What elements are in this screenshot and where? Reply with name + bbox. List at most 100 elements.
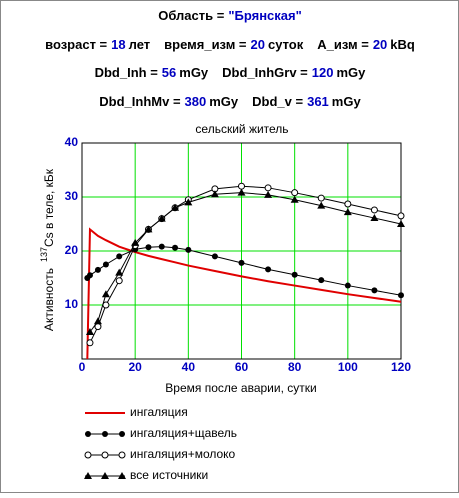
marker [291, 271, 298, 278]
marker [344, 200, 352, 208]
y-label-part: Cs в теле, кБк [42, 168, 56, 247]
field-unit: mGy [332, 94, 362, 109]
marker [144, 225, 153, 233]
header: Область = "Брянская" возраст = 18 лет время_и… [45, 8, 415, 109]
marker [118, 451, 126, 459]
field-value: "Брянская" [228, 8, 301, 23]
marker [318, 277, 325, 284]
field-unit: mGy [179, 65, 209, 80]
marker [397, 220, 405, 227]
marker [102, 431, 108, 437]
marker [157, 214, 166, 222]
marker [290, 195, 299, 203]
field-label: Dbd_InhGrv = [222, 65, 308, 80]
marker [237, 188, 246, 196]
y-label-sup: 137 [39, 247, 49, 262]
marker [344, 282, 351, 289]
field-value: 380 [185, 94, 207, 109]
marker [85, 431, 91, 437]
legend-label: все источники [130, 468, 208, 482]
field-value: 56 [162, 65, 176, 80]
marker [317, 194, 325, 202]
marker [158, 243, 165, 250]
field-label: время_изм = [164, 37, 247, 52]
marker [343, 208, 352, 216]
marker [238, 182, 245, 190]
plot-border [81, 142, 402, 360]
legend-label: ингаляция [130, 405, 188, 419]
x-tick-label: 100 [338, 360, 358, 374]
marker [211, 253, 218, 260]
field-label: Dbd_Inh = [95, 65, 159, 80]
field-value: 20 [373, 37, 387, 52]
field-value: 120 [312, 65, 334, 80]
x-tick-label: 40 [182, 360, 196, 374]
header-line: Область = "Брянская" [158, 8, 302, 23]
marker [265, 266, 272, 273]
marker [264, 184, 272, 192]
header-line: Dbd_InhMv = 380 mGy Dbd_v = 361 mGy [99, 94, 361, 109]
y-tick-label: 30 [65, 189, 79, 203]
field-unit: mGy [336, 65, 366, 80]
marker [84, 451, 92, 459]
marker [102, 261, 109, 268]
marker [370, 214, 379, 222]
field-unit: лет [129, 37, 151, 52]
marker [264, 190, 273, 198]
marker [370, 206, 378, 214]
header-line: возраст = 18 лет время_изм = 20 суток A_изм = 2… [45, 37, 415, 52]
marker [116, 253, 123, 260]
field-unit: суток [268, 37, 304, 52]
y-tick-label: 10 [65, 297, 79, 311]
header-line: Dbd_Inh = 56 mGy Dbd_InhGrv = 120 mGy [95, 65, 367, 80]
field-value: 361 [307, 94, 329, 109]
marker [84, 472, 92, 479]
field-label: Dbd_InhMv = [99, 94, 181, 109]
marker [86, 339, 94, 347]
field-label: возраст = [45, 37, 107, 52]
x-tick-label: 80 [288, 360, 302, 374]
plot: 0 20 40 60 80 100 120 10 20 30 40 [65, 135, 412, 374]
field-label: Dbd_v = [252, 94, 303, 109]
marker [184, 198, 193, 206]
marker [291, 189, 299, 197]
y-axis-label: Активность 137Cs в теле, кБк [39, 168, 56, 331]
marker [131, 238, 140, 246]
marker [94, 266, 101, 273]
chart-title: сельский житель [195, 122, 288, 136]
marker [145, 244, 152, 251]
y-tick-label: 20 [65, 243, 79, 257]
marker [101, 290, 110, 298]
marker [171, 203, 180, 211]
x-tick-label: 60 [235, 360, 249, 374]
marker [86, 272, 93, 279]
marker [371, 287, 378, 294]
marker [210, 190, 219, 198]
field-label: A_изм = [317, 37, 369, 52]
marker [101, 451, 109, 459]
field-unit: kBq [390, 37, 415, 52]
x-axis-label: Время после аварии, сутки [165, 381, 316, 395]
field-label: Область = [158, 8, 225, 23]
marker [317, 201, 326, 209]
marker [119, 431, 125, 437]
x-tick-label: 0 [79, 360, 86, 374]
y-tick-label: 40 [65, 135, 79, 149]
field-value: 20 [251, 37, 265, 52]
marker [85, 328, 94, 335]
marker [185, 246, 192, 253]
legend-label: ингаляция+щавель [130, 426, 237, 440]
marker [398, 292, 404, 299]
field-unit: mGy [209, 94, 239, 109]
field-value: 18 [111, 37, 125, 52]
marker [115, 268, 124, 276]
series-line [86, 227, 402, 360]
marker [101, 472, 109, 479]
marker [172, 244, 179, 251]
marker [118, 472, 126, 479]
y-label-part: Активность [42, 268, 56, 331]
marker [93, 317, 102, 325]
x-tick-label: 120 [391, 360, 411, 374]
marker [115, 277, 123, 285]
